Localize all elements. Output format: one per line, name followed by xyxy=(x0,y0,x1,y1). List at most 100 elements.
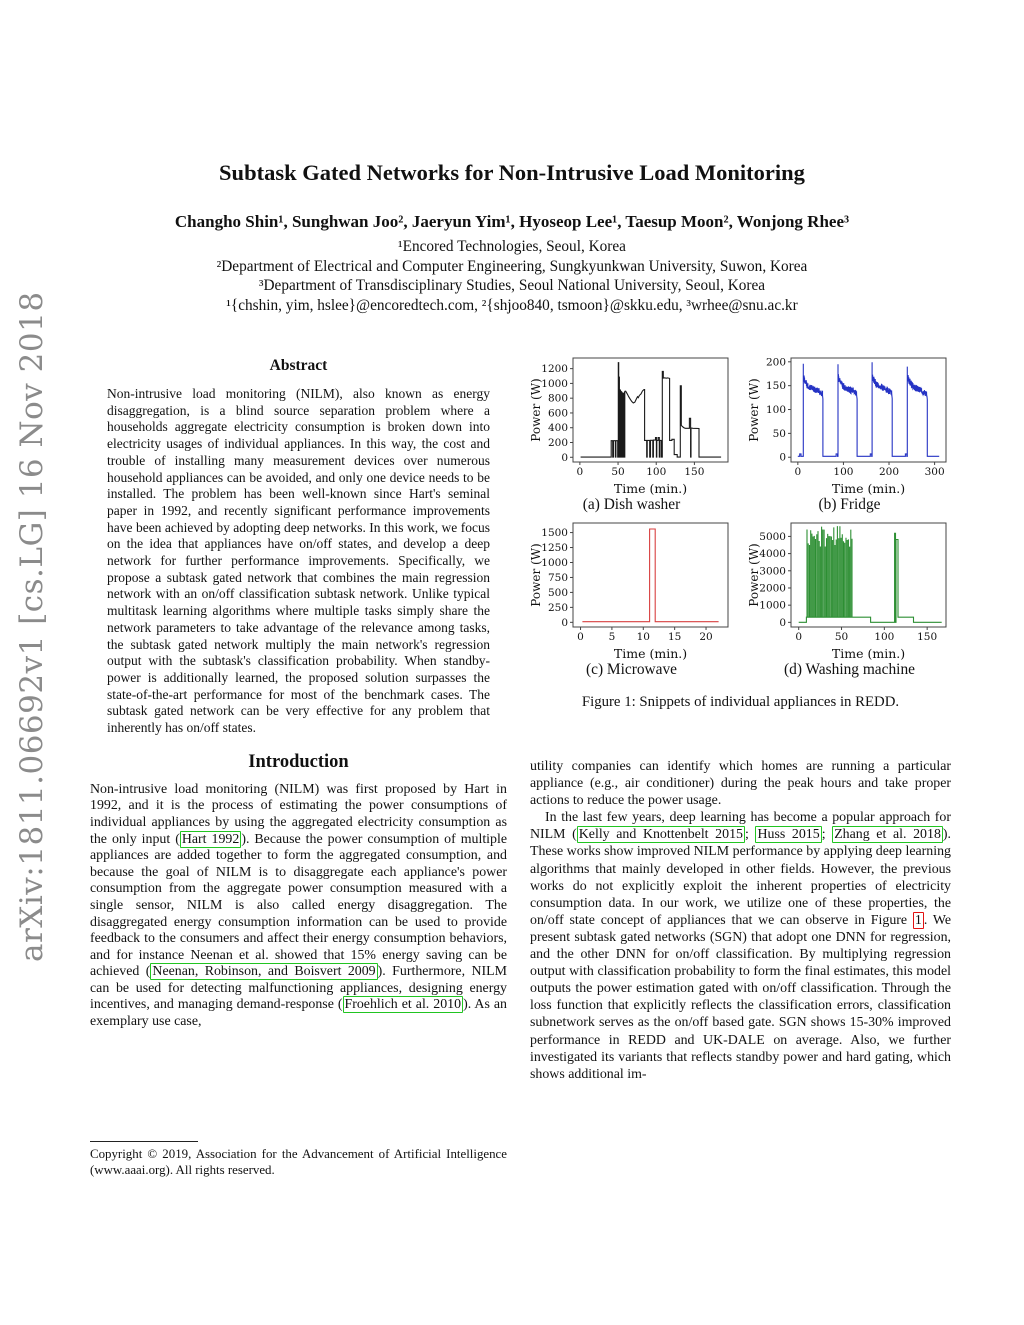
copyright-text: Copyright © 2019, Association for the Ad… xyxy=(90,1147,507,1178)
svg-text:0: 0 xyxy=(779,617,786,629)
svg-text:200: 200 xyxy=(766,356,786,368)
svg-text:50: 50 xyxy=(773,428,786,440)
svg-text:0: 0 xyxy=(795,631,802,643)
svg-text:0: 0 xyxy=(577,466,584,478)
svg-text:15: 15 xyxy=(668,631,681,643)
citation-link[interactable]: Hart 1992 xyxy=(179,830,242,848)
svg-text:100: 100 xyxy=(766,404,786,416)
svg-text:3000: 3000 xyxy=(759,565,786,577)
right-column: 0 50 100 150 0 200 400 600 800 1000 1200 Time (min.… xyxy=(530,352,951,1083)
figure-ref-link[interactable]: 1 xyxy=(912,911,924,929)
right-paragraph-2: In the last few years, deep learning has… xyxy=(530,809,951,1083)
figure-grid: 0 50 100 150 0 200 400 600 800 1000 1200 Time (min.… xyxy=(530,352,951,679)
svg-text:Power (W): Power (W) xyxy=(530,543,543,606)
subcaption-microwave: (c) Microwave xyxy=(585,661,677,678)
chart-fridge: 0 100 200 300 0 50 100 150 200 Time (min.) Power (… xyxy=(748,352,951,495)
svg-text:300: 300 xyxy=(925,466,945,478)
abstract-text: Non-intrusive load monitoring (NILM), al… xyxy=(107,386,490,736)
svg-text:Time (min.): Time (min.) xyxy=(832,481,905,495)
svg-text:1000: 1000 xyxy=(541,378,568,390)
subcaption-fridge: (b) Fridge xyxy=(818,496,881,513)
svg-text:1250: 1250 xyxy=(541,542,568,554)
introduction-heading: Introduction xyxy=(248,751,349,772)
affiliation-1: ¹Encored Technologies, Seoul, Korea xyxy=(398,238,626,255)
svg-text:5: 5 xyxy=(609,631,616,643)
text-run: ). As an exemplary use case, xyxy=(90,997,507,1030)
svg-text:150: 150 xyxy=(684,466,704,478)
paper-header: Subtask Gated Networks for Non-Intrusive… xyxy=(0,160,1024,315)
svg-text:20: 20 xyxy=(699,631,712,643)
intro-paragraph-1: Non-intrusive load monitoring (NILM) was… xyxy=(90,782,507,1031)
svg-text:0: 0 xyxy=(561,452,568,464)
svg-text:50: 50 xyxy=(611,466,624,478)
citation-link[interactable]: Kelly and Knottenbelt 2015 xyxy=(576,826,745,844)
svg-text:200: 200 xyxy=(879,466,899,478)
authors-line: Changho Shin¹, Sunghwan Joo², Jaeryun Yi… xyxy=(174,212,850,231)
figure-1-caption: Figure 1: Snippets of individual applian… xyxy=(581,694,900,710)
affiliation-2: ²Department of Electrical and Computer E… xyxy=(216,257,808,275)
figure-1: 0 50 100 150 0 200 400 600 800 1000 1200 Time (min.… xyxy=(530,352,951,711)
panel-washing-machine: 0 50 100 150 0 1000 2000 3000 4000 5000 Time (min.… xyxy=(748,517,951,679)
svg-text:1200: 1200 xyxy=(541,363,568,375)
panel-microwave: 0 5 10 15 20 0 250 500 750 1000 1250 1500 Time (min.… xyxy=(530,517,733,679)
emails-line: ¹{chshin, yim, hslee}@encoredtech.com, ²… xyxy=(226,296,798,314)
svg-text:0: 0 xyxy=(779,452,786,464)
text-run: Non-intrusive load monitoring (NILM) was… xyxy=(90,781,507,847)
right-paragraph-1: utility companies can identify which hom… xyxy=(530,758,951,809)
citation-link[interactable]: Zhang et al. 2018 xyxy=(832,826,943,844)
svg-text:Time (min.): Time (min.) xyxy=(614,646,687,660)
paper-title: Subtask Gated Networks for Non-Intrusive… xyxy=(219,160,805,185)
svg-text:250: 250 xyxy=(548,602,568,614)
abstract-heading: Abstract xyxy=(269,357,328,374)
svg-text:1500: 1500 xyxy=(541,527,568,539)
footnote-separator xyxy=(90,1141,198,1142)
copyright-footnote: Copyright © 2019, Association for the Ad… xyxy=(90,1141,507,1178)
svg-text:Time (min.): Time (min.) xyxy=(614,481,687,495)
citation-link[interactable]: Huss 2015 xyxy=(755,826,822,844)
svg-text:0: 0 xyxy=(794,466,801,478)
text-run: ; xyxy=(744,827,756,843)
affiliation-3: ³Department of Transdisciplinary Studies… xyxy=(258,277,766,295)
svg-text:150: 150 xyxy=(917,631,937,643)
svg-text:200: 200 xyxy=(548,437,568,449)
svg-text:1000: 1000 xyxy=(759,600,786,612)
chart-washing-machine: 0 50 100 150 0 1000 2000 3000 4000 5000 Time (min.… xyxy=(748,517,951,660)
svg-text:500: 500 xyxy=(548,587,568,599)
text-run: In the last few years, deep learning has… xyxy=(530,810,951,843)
text-run: ). These works show improved NILM perfor… xyxy=(530,827,951,928)
svg-text:10: 10 xyxy=(637,631,650,643)
citation-link[interactable]: Neenan, Robinson, and Boisvert 2009 xyxy=(150,963,378,981)
text-run: ). Because the power consumption of mult… xyxy=(90,831,508,980)
svg-text:400: 400 xyxy=(548,422,568,434)
panel-fridge: 0 100 200 300 0 50 100 150 200 Time (min.) Power (… xyxy=(748,352,951,514)
svg-text:100: 100 xyxy=(874,631,894,643)
text-run: utility companies can identify which hom… xyxy=(530,759,951,809)
svg-text:Power (W): Power (W) xyxy=(530,378,543,441)
citation-link[interactable]: Froehlich et al. 2010 xyxy=(342,996,464,1014)
svg-text:0: 0 xyxy=(577,631,584,643)
svg-text:Power (W): Power (W) xyxy=(748,378,761,441)
chart-microwave: 0 5 10 15 20 0 250 500 750 1000 1250 1500 Time (min.… xyxy=(530,517,733,660)
svg-text:100: 100 xyxy=(833,466,853,478)
svg-text:1000: 1000 xyxy=(541,557,568,569)
svg-text:Power (W): Power (W) xyxy=(748,543,761,606)
subcaption-dish-washer: (a) Dish washer xyxy=(582,496,681,513)
text-run: ; xyxy=(821,827,833,843)
text-run: ). Furthermore, NILM can be used for det… xyxy=(90,964,507,1013)
arxiv-watermark: arXiv:1811.06692v1 [cs.LG] 16 Nov 2018 xyxy=(14,291,50,962)
svg-text:5000: 5000 xyxy=(759,531,786,543)
svg-text:50: 50 xyxy=(835,631,848,643)
svg-text:Time (min.): Time (min.) xyxy=(832,646,905,660)
panel-dish-washer: 0 50 100 150 0 200 400 600 800 1000 1200 Time (min.… xyxy=(530,352,733,514)
svg-text:800: 800 xyxy=(548,393,568,405)
svg-text:0: 0 xyxy=(561,617,568,629)
subcaption-washing-machine: (d) Washing machine xyxy=(784,661,915,678)
svg-text:4000: 4000 xyxy=(759,548,786,560)
svg-text:150: 150 xyxy=(766,380,786,392)
text-run: . We present subtask gated networks (SGN… xyxy=(530,912,951,1082)
svg-text:600: 600 xyxy=(548,407,568,419)
left-column: Abstract Non-intrusive load monitoring (… xyxy=(90,357,507,1031)
chart-dish-washer: 0 50 100 150 0 200 400 600 800 1000 1200 Time (min.… xyxy=(530,352,733,495)
svg-text:750: 750 xyxy=(548,572,568,584)
